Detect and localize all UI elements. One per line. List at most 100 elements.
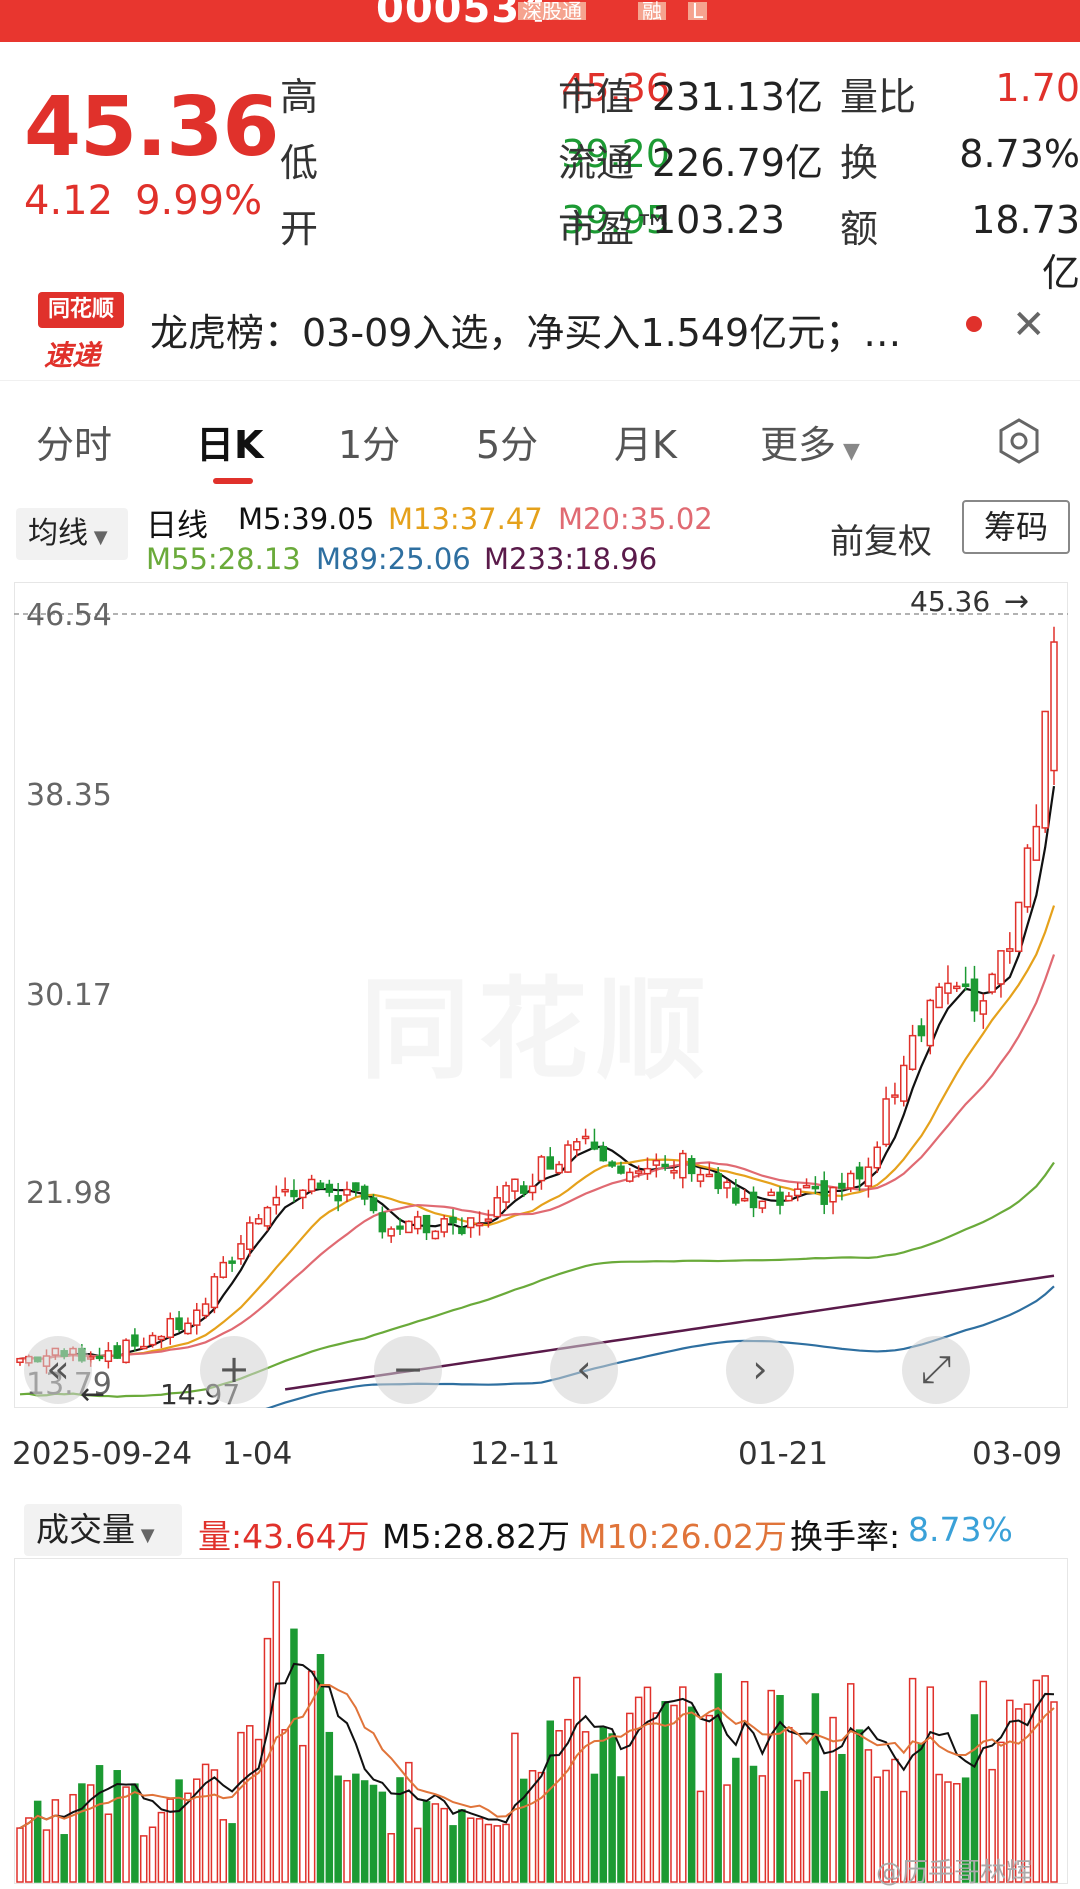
candle-body: [573, 1141, 581, 1151]
volume-bar: [846, 1683, 855, 1883]
candle-body: [219, 1261, 228, 1278]
date-axis: 2025-09-24 1-04 12-11 01-21 03-09: [0, 1420, 1080, 1472]
volume-bar: [131, 1783, 139, 1883]
fullscreen-icon[interactable]: ⤢: [902, 1336, 970, 1404]
tab-more[interactable]: 更多 ▼: [760, 414, 860, 469]
title-bar: 000534 深股通 融 L: [0, 0, 1080, 42]
candle-body: [555, 1163, 563, 1174]
candle-body: [113, 1345, 121, 1359]
candle-body: [979, 1000, 988, 1015]
zoom-in-icon[interactable]: +: [200, 1336, 268, 1404]
ma89-line: [265, 1285, 1055, 1408]
candle-body: [325, 1183, 334, 1193]
volume-bar: [1050, 1701, 1058, 1883]
tab-intraday-label[interactable]: 分时: [36, 423, 113, 467]
settings-icon[interactable]: [996, 418, 1042, 464]
tab-daily-k[interactable]: 日K: [196, 423, 264, 467]
dropdown-icon: ▼: [836, 439, 860, 464]
volume-bar: [997, 1741, 1005, 1883]
volume-bar: [608, 1733, 616, 1883]
zoom-out-icon[interactable]: −: [374, 1336, 442, 1404]
volume-bar: [210, 1769, 219, 1883]
hk-connect-tag: 深股通: [518, 1, 586, 21]
volume-bar: [732, 1757, 740, 1883]
candle-body: [926, 999, 935, 1047]
chevron-right-icon[interactable]: ›: [726, 1336, 794, 1404]
ma-selector-button[interactable]: 均线 ▼: [16, 508, 128, 560]
volume-bar: [661, 1701, 669, 1883]
candle-body: [104, 1350, 113, 1363]
change-amount: 4.12: [24, 178, 114, 224]
candle-body: [272, 1196, 281, 1206]
volume-bar: [626, 1712, 634, 1883]
candle-body: [246, 1222, 254, 1250]
volume-chart[interactable]: [14, 1558, 1068, 1884]
candle-body: [696, 1173, 705, 1182]
volume-value: 量:43.64万: [198, 1517, 370, 1556]
low-label: 低: [280, 141, 319, 185]
volume-bar: [343, 1779, 351, 1883]
candle-body: [758, 1200, 767, 1209]
volume-bar: [988, 1768, 996, 1883]
date-start: 2025-09-24: [12, 1436, 193, 1472]
candle-body: [387, 1228, 395, 1237]
tab-monthly-k[interactable]: 月K: [614, 423, 677, 467]
news-strip[interactable]: 同花顺 速递 龙虎榜：03-09入选，净买入1.549亿元；…: [0, 280, 1080, 381]
tab-5min[interactable]: 5分: [476, 423, 539, 467]
candle-body: [802, 1184, 811, 1189]
candle-body: [917, 1025, 926, 1037]
volume-bar: [484, 1823, 493, 1883]
candle-body: [714, 1173, 722, 1190]
candle-body: [281, 1188, 289, 1193]
l2-tag: L: [688, 1, 708, 21]
candle-body: [908, 1034, 917, 1070]
turnover-rate-value: 8.73%: [908, 1510, 1013, 1549]
ma55-value: M55:28.13: [146, 542, 301, 576]
candle-body: [705, 1173, 714, 1178]
volume-bar: [25, 1817, 33, 1883]
adjust-mode-button[interactable]: 前复权: [830, 522, 932, 562]
kline-chart[interactable]: 46.54 38.35 30.17 21.98 13.79 45.36 → ← …: [14, 582, 1068, 1408]
volume-bar: [926, 1686, 935, 1883]
close-icon[interactable]: ✕: [1012, 302, 1046, 348]
candle-body: [970, 978, 979, 1012]
volume-bar: [228, 1823, 236, 1883]
news-text[interactable]: 龙虎榜：03-09入选，净买入1.549亿元；…: [150, 311, 902, 355]
daily-line-label: 日线: [146, 508, 208, 544]
volume-bar: [431, 1803, 440, 1883]
volume-bar: [820, 1790, 828, 1883]
volume-bar: [16, 1827, 24, 1883]
candle-body: [228, 1260, 236, 1264]
ma89-value: M89:25.06: [316, 542, 471, 576]
candle-body: [1014, 901, 1023, 953]
volume-bar: [882, 1769, 890, 1883]
rewind-icon[interactable]: «: [24, 1336, 92, 1404]
candle-body: [643, 1167, 652, 1175]
candle-body: [846, 1172, 855, 1189]
pe-value: 103.23: [652, 198, 785, 242]
volume-bar: [891, 1758, 899, 1883]
chips-button[interactable]: 筹码: [962, 500, 1070, 554]
dropdown-icon: ▼: [88, 527, 108, 548]
volume-bar: [811, 1693, 820, 1883]
candle-body: [864, 1166, 873, 1187]
unread-dot-icon: [966, 316, 982, 332]
volume-selector-button[interactable]: 成交量 ▼: [24, 1504, 182, 1556]
volume-bar: [334, 1775, 342, 1883]
candle-body: [997, 950, 1005, 985]
candle-body: [405, 1220, 413, 1234]
dropdown-icon: ▼: [135, 1525, 155, 1546]
volume-bar: [139, 1835, 148, 1883]
volume-bar: [599, 1727, 608, 1883]
credit-text: @历手哥林辉: [876, 1858, 1033, 1888]
volume-bar: [749, 1765, 758, 1883]
tab-1min[interactable]: 1分: [338, 423, 401, 467]
candle-body: [793, 1188, 802, 1197]
chevron-left-icon[interactable]: ‹: [550, 1336, 618, 1404]
candle-body: [564, 1144, 572, 1173]
candle-body: [1023, 847, 1032, 908]
candle-body: [299, 1189, 307, 1199]
candle-body: [661, 1163, 669, 1168]
candle-body: [537, 1156, 546, 1182]
candle-body: [838, 1182, 846, 1189]
